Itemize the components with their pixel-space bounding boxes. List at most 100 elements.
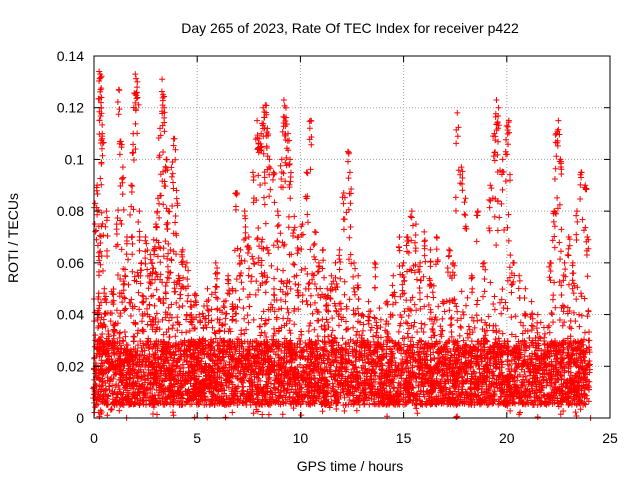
band-point	[262, 342, 269, 349]
band-point	[463, 302, 470, 309]
band-point	[130, 333, 137, 340]
band-point	[245, 272, 252, 279]
band-point	[413, 307, 420, 314]
band-point	[448, 314, 455, 321]
band-point	[574, 284, 581, 291]
band-point	[296, 361, 303, 368]
band-point	[249, 255, 256, 262]
band-point	[446, 307, 453, 314]
band-point	[238, 279, 245, 286]
band-point	[464, 294, 471, 301]
band-point	[389, 282, 396, 289]
band-point	[157, 383, 164, 390]
band-point	[256, 243, 263, 250]
band-point	[570, 290, 577, 297]
band-point	[165, 304, 172, 311]
band-point	[453, 303, 460, 310]
band-point	[106, 383, 113, 390]
band-point	[346, 396, 353, 403]
band-point	[499, 330, 506, 337]
band-point	[109, 382, 116, 389]
band-point	[532, 334, 539, 341]
band-point	[465, 323, 472, 330]
band-point	[468, 338, 475, 345]
band-point	[405, 325, 412, 332]
band-point	[518, 366, 525, 373]
band-point	[550, 319, 557, 326]
band-point	[421, 321, 428, 328]
band-point	[549, 311, 556, 318]
band-point	[404, 330, 411, 337]
band-point	[150, 236, 157, 243]
band-point	[384, 301, 391, 308]
band-point	[332, 303, 339, 310]
band-point	[186, 327, 193, 334]
band-point	[244, 312, 251, 319]
band-point	[391, 384, 398, 391]
band-point	[280, 267, 287, 274]
band-point	[246, 303, 253, 310]
band-point	[467, 385, 474, 392]
band-point	[271, 275, 278, 282]
band-point	[468, 371, 475, 378]
band-point	[400, 341, 407, 348]
band-point	[578, 290, 585, 297]
band-point	[153, 310, 160, 317]
band-point	[165, 326, 172, 333]
band-point	[226, 325, 233, 332]
band-point	[142, 255, 149, 262]
band-point	[290, 260, 297, 267]
band-point	[114, 272, 121, 279]
band-point	[370, 333, 377, 340]
band-point	[430, 294, 437, 301]
band-point	[311, 326, 318, 333]
band-point	[282, 298, 289, 305]
band-point	[371, 315, 378, 322]
band-point	[430, 320, 437, 327]
band-point	[329, 327, 336, 334]
band-point	[286, 327, 293, 334]
band-point	[335, 322, 342, 329]
band-point	[464, 334, 471, 341]
band-point	[514, 373, 521, 380]
band-point	[504, 305, 511, 312]
band-point	[552, 304, 559, 311]
band-point	[173, 299, 180, 306]
band-point	[268, 301, 275, 308]
band-point	[198, 355, 205, 362]
band-point	[458, 288, 465, 295]
band-point	[420, 328, 427, 335]
band-point	[243, 326, 250, 333]
band-point	[517, 319, 524, 326]
band-point	[240, 305, 247, 312]
band-point	[119, 299, 126, 306]
band-point	[298, 328, 305, 335]
band-point	[386, 376, 393, 383]
band-point	[236, 296, 243, 303]
band-point	[578, 312, 585, 319]
band-point	[417, 305, 424, 312]
band-point	[176, 304, 183, 311]
band-point	[568, 325, 575, 332]
band-point	[134, 269, 141, 276]
band-point	[239, 351, 246, 358]
band-point	[125, 281, 132, 288]
band-point	[447, 322, 454, 329]
band-point	[121, 280, 128, 287]
band-point	[480, 341, 487, 348]
band-point	[311, 299, 318, 306]
band-point	[479, 293, 486, 300]
band-point	[424, 293, 431, 300]
band-point	[581, 329, 588, 336]
band-point	[151, 302, 158, 309]
band-point	[305, 328, 312, 335]
band-point	[273, 314, 280, 321]
band-point	[405, 312, 412, 319]
band-point	[401, 308, 408, 315]
band-point	[395, 379, 402, 386]
band-point	[163, 329, 170, 336]
band-point	[425, 302, 432, 309]
band-point	[267, 380, 274, 387]
band-point	[164, 263, 171, 270]
band-point	[559, 322, 566, 329]
